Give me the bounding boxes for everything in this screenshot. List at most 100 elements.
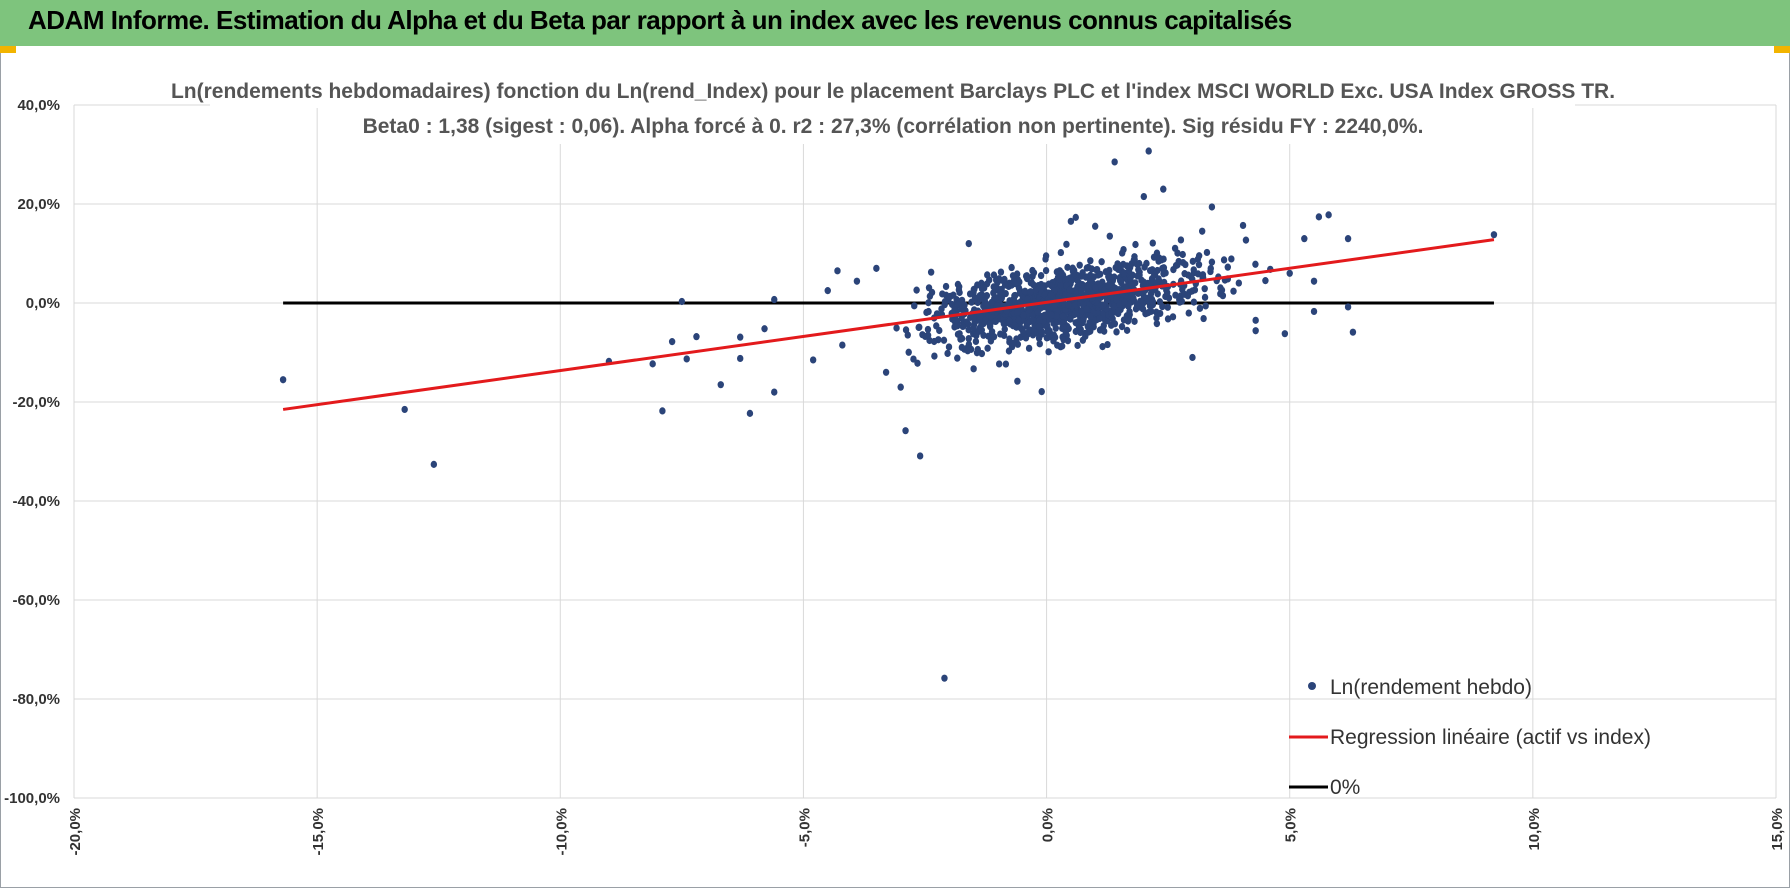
x-tick-label: 10,0% bbox=[1526, 808, 1543, 851]
data-point bbox=[990, 283, 997, 291]
data-point bbox=[1002, 289, 1009, 298]
data-point bbox=[970, 285, 978, 294]
data-point bbox=[1235, 279, 1243, 287]
data-point bbox=[1134, 301, 1142, 309]
data-point bbox=[995, 275, 1003, 283]
data-point bbox=[1182, 260, 1189, 269]
data-point bbox=[1113, 328, 1120, 336]
data-point bbox=[1315, 213, 1323, 221]
data-point bbox=[1111, 158, 1118, 166]
data-point bbox=[1021, 287, 1029, 295]
data-point bbox=[746, 409, 754, 417]
data-point bbox=[1310, 277, 1318, 285]
data-point bbox=[978, 350, 986, 358]
data-point bbox=[893, 324, 900, 332]
data-point bbox=[990, 333, 998, 341]
data-point bbox=[995, 360, 1003, 368]
data-point bbox=[1084, 328, 1092, 336]
data-point bbox=[1065, 301, 1072, 309]
data-point bbox=[1156, 298, 1164, 306]
data-point bbox=[1042, 266, 1050, 275]
data-point bbox=[1123, 326, 1131, 334]
data-point bbox=[1057, 281, 1064, 289]
data-point bbox=[809, 356, 817, 364]
data-point bbox=[1104, 281, 1112, 290]
data-point bbox=[1149, 298, 1157, 306]
data-point bbox=[983, 300, 991, 309]
data-point bbox=[1172, 291, 1179, 299]
data-point bbox=[1072, 301, 1079, 309]
data-point bbox=[1131, 317, 1138, 325]
chart-title-line1: Ln(rendements hebdomadaires) fonction du… bbox=[171, 80, 1615, 103]
data-point bbox=[683, 355, 690, 363]
data-point bbox=[1218, 286, 1226, 294]
data-point bbox=[925, 284, 933, 292]
data-point bbox=[1301, 235, 1308, 243]
data-point bbox=[1201, 293, 1209, 301]
data-point bbox=[1150, 253, 1158, 261]
data-point bbox=[1170, 266, 1177, 274]
data-point bbox=[1059, 312, 1067, 320]
data-point bbox=[1146, 267, 1154, 275]
data-point bbox=[1017, 298, 1024, 306]
data-point bbox=[1039, 283, 1046, 291]
data-point bbox=[1083, 305, 1091, 313]
data-point bbox=[1009, 339, 1016, 348]
data-point bbox=[972, 337, 980, 346]
data-point bbox=[1047, 291, 1055, 299]
data-point bbox=[956, 330, 963, 338]
data-point bbox=[990, 289, 997, 297]
data-point bbox=[1310, 307, 1318, 316]
report-banner: ADAM Informe. Estimation du Alpha et du … bbox=[0, 0, 1790, 46]
data-point bbox=[1005, 347, 1013, 355]
data-point bbox=[839, 341, 846, 349]
data-point bbox=[1120, 269, 1128, 277]
data-point bbox=[1121, 298, 1128, 306]
data-point bbox=[1063, 240, 1070, 248]
x-tick-label: -15,0% bbox=[310, 808, 327, 856]
data-point bbox=[1058, 269, 1065, 277]
data-point bbox=[1195, 261, 1203, 269]
data-point bbox=[1035, 322, 1043, 331]
data-point bbox=[1179, 250, 1186, 259]
data-point bbox=[941, 674, 948, 682]
data-point bbox=[1027, 288, 1034, 296]
y-axis-ticks: 40,0% 20,0% 0,0% -20,0% -40,0% -60,0% -80,0% -1… bbox=[4, 97, 60, 807]
data-point bbox=[1100, 321, 1107, 330]
legend-label-scatter: Ln(rendement hebdo) bbox=[1330, 676, 1532, 699]
data-point bbox=[964, 347, 971, 355]
data-point bbox=[968, 298, 975, 306]
data-point bbox=[1064, 263, 1071, 271]
data-point bbox=[1175, 257, 1182, 266]
data-point bbox=[902, 326, 910, 334]
data-point bbox=[1169, 313, 1177, 321]
data-point bbox=[1126, 263, 1134, 271]
data-point bbox=[1200, 314, 1207, 323]
data-point bbox=[940, 336, 948, 344]
data-point bbox=[1220, 256, 1228, 264]
data-point bbox=[897, 383, 904, 391]
data-point bbox=[930, 337, 938, 346]
data-point bbox=[1242, 236, 1250, 244]
data-point bbox=[1281, 330, 1289, 338]
data-point bbox=[1189, 353, 1196, 362]
data-point bbox=[945, 343, 953, 351]
data-point bbox=[1156, 309, 1164, 318]
data-point bbox=[1190, 298, 1198, 306]
data-point bbox=[1111, 302, 1118, 310]
y-tick-label: 0,0% bbox=[26, 295, 60, 312]
data-point bbox=[1023, 275, 1031, 283]
y-tick-label: -60,0% bbox=[12, 592, 60, 609]
data-point bbox=[1124, 317, 1132, 325]
y-tick-label: 20,0% bbox=[17, 196, 60, 213]
data-point bbox=[1344, 235, 1352, 243]
data-point bbox=[1036, 340, 1043, 348]
data-point bbox=[984, 344, 991, 352]
data-point bbox=[946, 293, 953, 301]
data-point bbox=[1067, 217, 1075, 225]
data-point bbox=[1185, 309, 1192, 317]
data-point bbox=[1035, 334, 1043, 342]
data-point bbox=[1134, 272, 1141, 280]
data-point bbox=[1171, 244, 1179, 252]
data-point bbox=[1127, 280, 1135, 289]
